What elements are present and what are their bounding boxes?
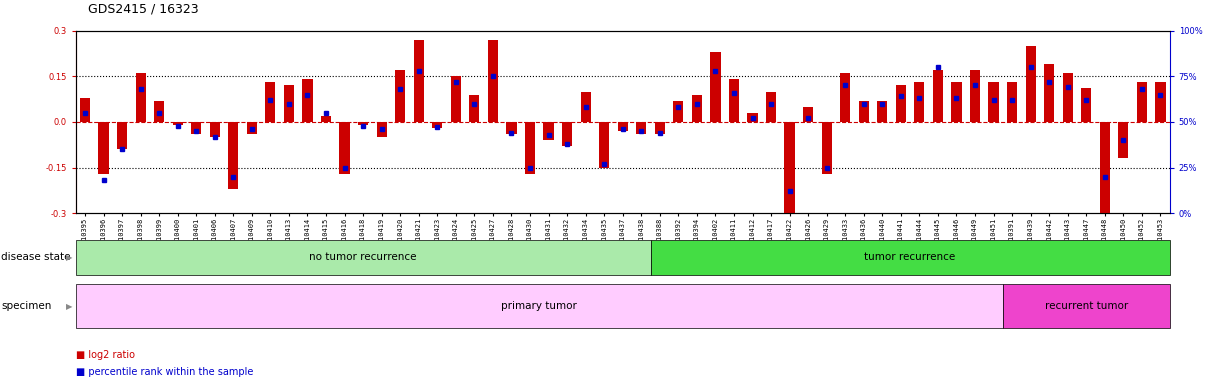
Bar: [896, 85, 906, 122]
Bar: [99, 122, 109, 174]
Bar: [303, 79, 313, 122]
Bar: [654, 122, 665, 134]
Bar: [265, 83, 276, 122]
Bar: [283, 85, 294, 122]
Text: ▶: ▶: [66, 253, 72, 262]
Bar: [766, 91, 777, 122]
Text: ■ log2 ratio: ■ log2 ratio: [76, 350, 134, 360]
Bar: [877, 101, 888, 122]
Bar: [488, 40, 498, 122]
Bar: [822, 122, 832, 174]
Bar: [358, 122, 369, 125]
Bar: [580, 91, 591, 122]
Bar: [711, 52, 720, 122]
Bar: [969, 70, 980, 122]
Bar: [636, 122, 646, 134]
Bar: [1137, 83, 1147, 122]
Bar: [414, 40, 424, 122]
Bar: [729, 79, 739, 122]
Bar: [543, 122, 553, 140]
Bar: [1007, 83, 1017, 122]
Bar: [136, 73, 145, 122]
Text: GDS2415 / 16323: GDS2415 / 16323: [88, 2, 199, 15]
Bar: [525, 122, 535, 174]
Bar: [339, 122, 349, 174]
Bar: [192, 122, 201, 134]
Bar: [321, 116, 331, 122]
Text: specimen: specimen: [1, 301, 51, 311]
Bar: [915, 83, 924, 122]
Bar: [803, 107, 813, 122]
Text: tumor recurrence: tumor recurrence: [864, 252, 956, 262]
Bar: [692, 94, 702, 122]
Bar: [376, 122, 387, 137]
Bar: [1062, 73, 1073, 122]
Bar: [951, 83, 962, 122]
Bar: [1081, 88, 1092, 122]
Bar: [1155, 83, 1166, 122]
Bar: [1118, 122, 1128, 158]
Bar: [228, 122, 238, 189]
Bar: [1100, 122, 1110, 228]
Bar: [600, 122, 609, 167]
Bar: [247, 122, 256, 134]
Bar: [172, 122, 183, 125]
Bar: [618, 122, 628, 131]
Bar: [117, 122, 127, 149]
Text: primary tumor: primary tumor: [502, 301, 578, 311]
Bar: [1026, 46, 1035, 122]
Text: ▶: ▶: [66, 302, 72, 311]
Bar: [933, 70, 943, 122]
Bar: [451, 76, 460, 122]
Bar: [858, 101, 869, 122]
Bar: [562, 122, 573, 146]
Bar: [210, 122, 220, 137]
Bar: [785, 122, 795, 222]
Bar: [673, 101, 684, 122]
Text: disease state: disease state: [1, 252, 71, 262]
Bar: [469, 94, 480, 122]
Bar: [432, 122, 442, 128]
Bar: [840, 73, 850, 122]
Bar: [1044, 64, 1054, 122]
Bar: [507, 122, 516, 134]
Text: no tumor recurrence: no tumor recurrence: [309, 252, 416, 262]
Text: recurrent tumor: recurrent tumor: [1045, 301, 1128, 311]
Bar: [989, 83, 999, 122]
Text: ■ percentile rank within the sample: ■ percentile rank within the sample: [76, 367, 253, 377]
Bar: [747, 113, 757, 122]
Bar: [79, 98, 90, 122]
Bar: [154, 101, 165, 122]
Bar: [396, 70, 405, 122]
